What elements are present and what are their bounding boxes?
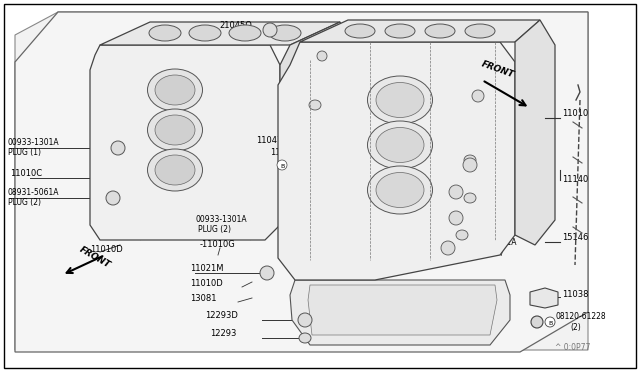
Polygon shape bbox=[515, 20, 555, 245]
Text: PLUG (2): PLUG (2) bbox=[198, 225, 231, 234]
Text: 15146: 15146 bbox=[562, 233, 588, 242]
Text: 11010D: 11010D bbox=[90, 245, 123, 254]
Ellipse shape bbox=[155, 75, 195, 105]
Text: 11023: 11023 bbox=[324, 89, 350, 98]
Text: 11047: 11047 bbox=[354, 111, 380, 120]
Circle shape bbox=[531, 316, 543, 328]
Text: PLUG (3): PLUG (3) bbox=[476, 218, 509, 227]
Text: 11140: 11140 bbox=[562, 175, 588, 184]
Ellipse shape bbox=[425, 24, 455, 38]
Text: 08931-5061A: 08931-5061A bbox=[470, 183, 522, 192]
Text: 11023A: 11023A bbox=[327, 71, 359, 80]
Text: FRONT: FRONT bbox=[480, 60, 515, 80]
Text: PLUG (1): PLUG (1) bbox=[476, 193, 509, 202]
Ellipse shape bbox=[189, 25, 221, 41]
Polygon shape bbox=[100, 22, 340, 45]
Ellipse shape bbox=[269, 25, 301, 41]
Text: (2): (2) bbox=[570, 323, 580, 332]
Circle shape bbox=[263, 23, 277, 37]
Text: 08931-3041A: 08931-3041A bbox=[465, 238, 516, 247]
Ellipse shape bbox=[229, 25, 261, 41]
Text: 11038: 11038 bbox=[562, 290, 589, 299]
Text: 12293: 12293 bbox=[210, 329, 236, 338]
Text: PLUG (2): PLUG (2) bbox=[8, 198, 41, 207]
Circle shape bbox=[472, 90, 484, 102]
Ellipse shape bbox=[147, 149, 202, 191]
Ellipse shape bbox=[385, 24, 415, 38]
Polygon shape bbox=[278, 42, 515, 280]
Ellipse shape bbox=[376, 83, 424, 118]
Text: -11010G: -11010G bbox=[200, 240, 236, 249]
Circle shape bbox=[463, 158, 477, 172]
Text: 00933-1301A: 00933-1301A bbox=[470, 208, 522, 217]
Polygon shape bbox=[530, 288, 558, 308]
Text: B: B bbox=[548, 321, 553, 326]
Ellipse shape bbox=[465, 24, 495, 38]
Ellipse shape bbox=[149, 25, 181, 41]
Polygon shape bbox=[308, 285, 497, 335]
Ellipse shape bbox=[345, 24, 375, 38]
Text: 11047+A: 11047+A bbox=[256, 136, 295, 145]
Text: 11010: 11010 bbox=[562, 109, 588, 118]
Circle shape bbox=[260, 266, 274, 280]
Ellipse shape bbox=[464, 193, 476, 203]
Text: 11010C: 11010C bbox=[10, 169, 42, 178]
Circle shape bbox=[449, 211, 463, 225]
Text: 08931-5061A: 08931-5061A bbox=[8, 188, 60, 197]
Polygon shape bbox=[15, 12, 588, 352]
Ellipse shape bbox=[456, 230, 468, 240]
Text: 11010A: 11010A bbox=[290, 101, 322, 110]
Text: ^ 0:0P77: ^ 0:0P77 bbox=[555, 343, 590, 352]
Circle shape bbox=[111, 141, 125, 155]
Text: 08120-61228: 08120-61228 bbox=[556, 312, 607, 321]
Polygon shape bbox=[280, 22, 355, 225]
Circle shape bbox=[449, 185, 463, 199]
Text: PLUG (1): PLUG (1) bbox=[336, 57, 369, 66]
Ellipse shape bbox=[367, 121, 433, 169]
Text: 11010D: 11010D bbox=[190, 279, 223, 288]
Polygon shape bbox=[15, 12, 588, 350]
Ellipse shape bbox=[367, 166, 433, 214]
Text: 11010A: 11010A bbox=[270, 148, 302, 157]
Ellipse shape bbox=[464, 155, 476, 165]
Polygon shape bbox=[300, 20, 540, 42]
Circle shape bbox=[441, 241, 455, 255]
Ellipse shape bbox=[155, 115, 195, 145]
Text: B: B bbox=[280, 164, 284, 169]
Ellipse shape bbox=[147, 109, 202, 151]
Ellipse shape bbox=[367, 76, 433, 124]
Polygon shape bbox=[90, 45, 280, 240]
Text: 08931-5061A: 08931-5061A bbox=[330, 47, 381, 56]
Ellipse shape bbox=[376, 173, 424, 208]
Text: 13081: 13081 bbox=[190, 294, 216, 303]
Ellipse shape bbox=[309, 100, 321, 110]
Text: 11021M: 11021M bbox=[190, 264, 223, 273]
Circle shape bbox=[106, 191, 120, 205]
Text: 11023+A: 11023+A bbox=[482, 156, 521, 165]
Polygon shape bbox=[290, 280, 510, 345]
Circle shape bbox=[317, 51, 327, 61]
Text: FRONT: FRONT bbox=[78, 245, 112, 270]
Text: 00933-1301A: 00933-1301A bbox=[195, 215, 246, 224]
Text: 12293D: 12293D bbox=[205, 311, 238, 320]
Text: PLUG (1): PLUG (1) bbox=[8, 148, 41, 157]
Circle shape bbox=[545, 317, 555, 327]
Text: PLUG (1): PLUG (1) bbox=[470, 248, 503, 257]
Ellipse shape bbox=[376, 128, 424, 163]
Text: 21045Q: 21045Q bbox=[219, 21, 252, 30]
Circle shape bbox=[298, 313, 312, 327]
Ellipse shape bbox=[147, 69, 202, 111]
Text: 11010A: 11010A bbox=[486, 87, 518, 96]
Circle shape bbox=[277, 160, 287, 170]
Ellipse shape bbox=[299, 333, 311, 343]
Text: 00933-1301A: 00933-1301A bbox=[8, 138, 60, 147]
Ellipse shape bbox=[155, 155, 195, 185]
